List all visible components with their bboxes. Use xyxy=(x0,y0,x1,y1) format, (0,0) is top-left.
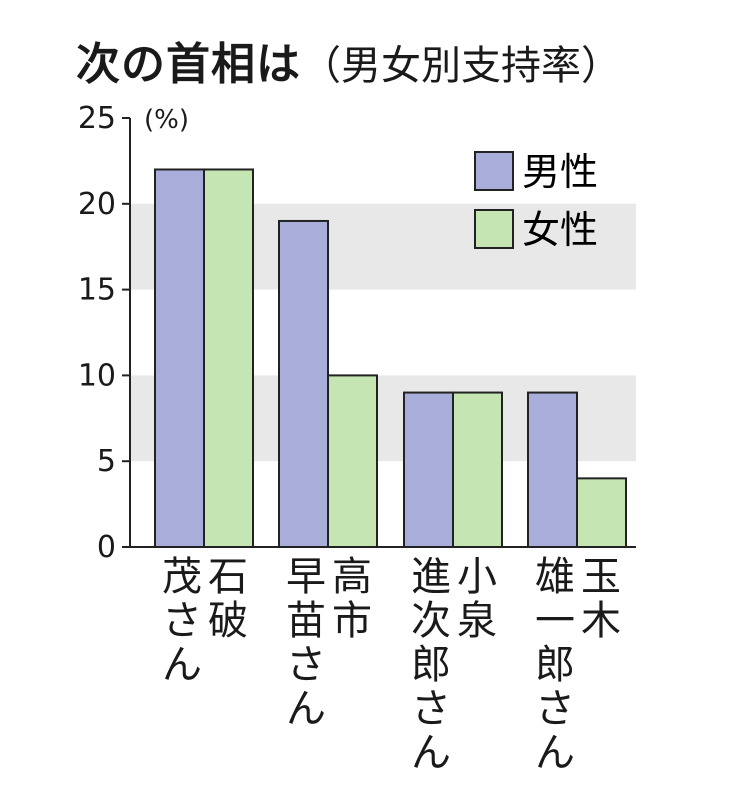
chart-subtitle: （男女別支持率） xyxy=(301,43,621,89)
category-char: さ xyxy=(286,642,326,688)
bar-male xyxy=(527,391,578,548)
legend-label: 女性 xyxy=(522,208,598,252)
bar-male xyxy=(154,168,205,548)
y-tick-label: 10 xyxy=(78,358,116,393)
bar-female xyxy=(576,477,627,548)
category-char: さ xyxy=(535,686,575,732)
category-char: 進 xyxy=(411,554,451,600)
category-char: 郎 xyxy=(411,642,451,688)
category-char: 木 xyxy=(581,598,621,644)
legend-swatch xyxy=(474,209,514,249)
chart-title-row: 次の首相は（男女別支持率） xyxy=(76,28,621,98)
category-label-line1: 高市 xyxy=(332,554,372,644)
category-char: 苗 xyxy=(286,598,326,644)
bar-male xyxy=(403,391,454,548)
category-char: 茂 xyxy=(162,554,202,600)
category-label-line1: 石破 xyxy=(208,554,248,644)
y-tick-label: 5 xyxy=(97,444,116,479)
category-char: 市 xyxy=(332,598,372,644)
category-char: 一 xyxy=(535,598,575,644)
y-tick-label: 25 xyxy=(78,101,116,136)
bar-female xyxy=(203,168,254,548)
category-char: 石 xyxy=(208,554,248,600)
bar-female xyxy=(327,374,378,548)
category-char: ん xyxy=(535,730,575,776)
category-char: 破 xyxy=(208,598,248,644)
legend-label: 男性 xyxy=(522,150,598,194)
category-char: ん xyxy=(411,730,451,776)
category-char: ん xyxy=(286,686,326,732)
category-char: 泉 xyxy=(457,598,497,644)
category-char: 郎 xyxy=(535,642,575,688)
bar-group xyxy=(154,168,627,549)
y-tick-label: 15 xyxy=(78,273,116,308)
category-char: さ xyxy=(162,598,202,644)
category-char: 小 xyxy=(457,554,497,600)
category-char: 高 xyxy=(332,554,372,600)
category-label-line1: 玉木 xyxy=(581,554,621,644)
category-char: 玉 xyxy=(581,554,621,600)
category-char: 早 xyxy=(286,554,326,600)
category-char: 次 xyxy=(411,598,451,644)
category-label-line1: 小泉 xyxy=(457,554,497,644)
category-char: さ xyxy=(411,686,451,732)
y-tick-label: 0 xyxy=(97,530,116,565)
category-char: ん xyxy=(162,642,202,688)
bar-male xyxy=(278,219,329,549)
y-tick-label: 20 xyxy=(78,187,116,222)
chart-title: 次の首相は xyxy=(76,39,301,90)
category-label-line2: 茂さん xyxy=(162,554,202,688)
y-unit-label: (%) xyxy=(144,105,189,135)
legend-swatch xyxy=(474,151,514,191)
bar-female xyxy=(452,391,503,548)
category-char: 雄 xyxy=(535,554,575,600)
